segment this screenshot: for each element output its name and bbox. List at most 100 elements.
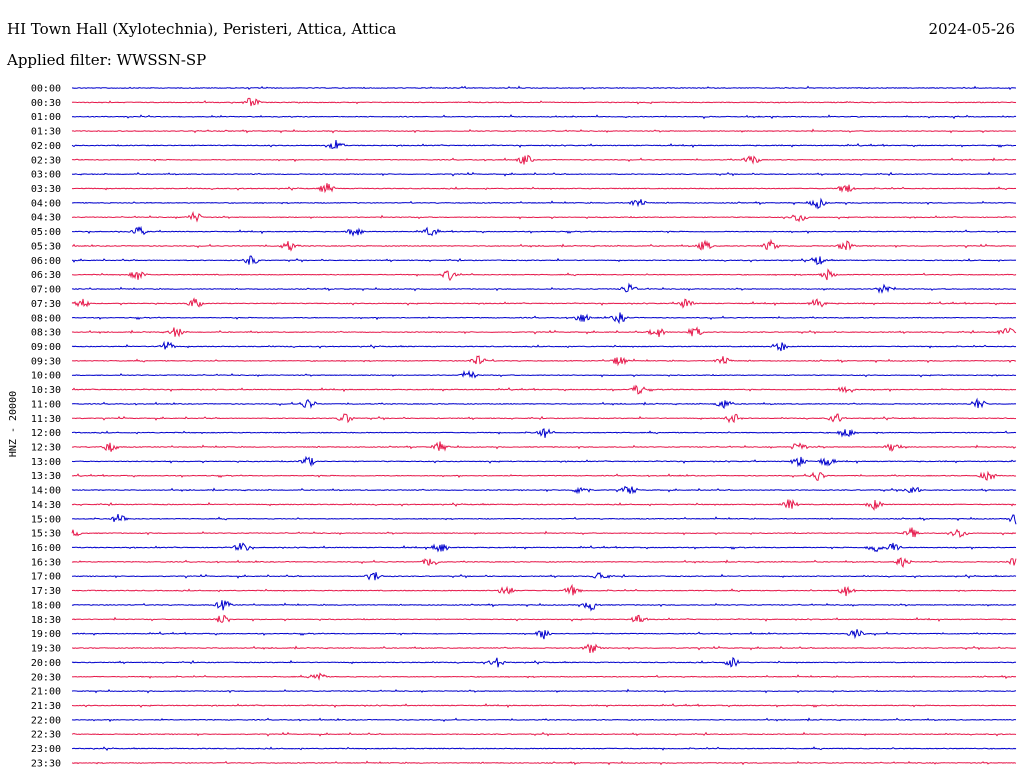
station-title: HI Town Hall (Xylotechnia), Peristeri, A…: [7, 20, 397, 38]
seismic-trace: [71, 527, 1017, 538]
seismic-trace: [71, 312, 1017, 325]
seismic-trace: [71, 542, 1017, 553]
row-time-label: 14:30: [31, 500, 61, 511]
row-time-label: 23:00: [31, 744, 61, 755]
row-time-label: 18:30: [31, 615, 61, 626]
seismic-trace: [71, 470, 1017, 481]
seismic-trace: [71, 703, 1017, 708]
row-time-label: 07:30: [31, 299, 61, 310]
row-time-label: 06:00: [31, 256, 61, 267]
seismic-trace: [71, 197, 1017, 210]
row-time-label: 19:30: [31, 644, 61, 655]
seismic-trace: [71, 441, 1017, 452]
row-time-label: 18:00: [31, 600, 61, 611]
seismic-trace: [71, 326, 1017, 338]
row-time-label: 10:00: [31, 371, 61, 382]
row-time-label: 11:00: [31, 399, 61, 410]
row-time-label: 09:30: [31, 356, 61, 367]
seismic-trace: [71, 746, 1017, 751]
row-time-label: 03:30: [31, 184, 61, 195]
row-time-label: 04:30: [31, 213, 61, 224]
seismic-trace: [71, 211, 1017, 223]
row-time-label: 08:00: [31, 313, 61, 324]
row-time-label: 08:30: [31, 328, 61, 339]
row-time-label: 01:30: [31, 127, 61, 138]
seismic-trace: [71, 282, 1017, 294]
seismic-trace: [71, 97, 1017, 107]
seismic-trace: [71, 672, 1017, 681]
seismic-trace: [71, 455, 1017, 468]
row-time-label: 02:00: [31, 141, 61, 152]
row-time-label: 09:00: [31, 342, 61, 353]
row-time-label: 20:00: [31, 658, 61, 669]
date-label: 2024-05-26: [928, 20, 1015, 38]
seismic-trace: [71, 731, 1017, 737]
seismic-trace: [71, 171, 1017, 177]
row-time-label: 04:00: [31, 198, 61, 209]
filter-label: Applied filter: WWSSN-SP: [7, 51, 207, 69]
row-time-label: 21:00: [31, 687, 61, 698]
seismic-trace: [71, 128, 1017, 134]
row-time-label: 20:30: [31, 672, 61, 683]
row-time-label: 19:00: [31, 629, 61, 640]
row-time-label: 13:00: [31, 457, 61, 468]
row-time-label: 01:00: [31, 112, 61, 123]
y-axis-label: HNZ - 20000: [8, 391, 19, 457]
row-time-label: 15:30: [31, 529, 61, 540]
row-time-label: 12:00: [31, 428, 61, 439]
row-time-label: 03:00: [31, 170, 61, 181]
row-time-label: 05:30: [31, 241, 61, 252]
seismic-trace: [71, 600, 1017, 612]
seismic-trace: [71, 428, 1017, 438]
seismic-trace: [71, 513, 1017, 525]
seismic-trace: [71, 154, 1017, 165]
seismic-trace: [71, 656, 1017, 668]
row-time-label: 16:30: [31, 557, 61, 568]
seismic-trace: [72, 572, 1017, 581]
seismic-trace: [71, 369, 1017, 379]
row-time-label: 00:00: [31, 84, 61, 95]
seismic-trace: [71, 140, 1016, 150]
seismic-trace: [72, 238, 1016, 252]
row-time-label: 10:30: [31, 385, 61, 396]
seismic-trace: [72, 255, 1017, 266]
row-time-label: 16:00: [31, 543, 61, 554]
seismic-trace: [71, 340, 1017, 352]
seismic-trace: [71, 614, 1017, 623]
row-time-label: 06:30: [31, 270, 61, 281]
seismic-trace: [71, 297, 1017, 309]
trace-rows: 00:00 00:30 01:00 01:30 02:00 02:30 03:00 03:30…: [31, 84, 1017, 769]
row-time-label: 21:30: [31, 701, 61, 712]
seismic-trace: [71, 485, 1017, 495]
seismic-trace: [71, 583, 1017, 597]
row-time-label: 14:00: [31, 486, 61, 497]
row-time-label: 22:00: [31, 715, 61, 726]
row-time-label: 22:30: [31, 730, 61, 741]
seismic-trace: [72, 225, 1017, 237]
row-time-label: 07:00: [31, 285, 61, 296]
seismic-trace: [71, 114, 1017, 120]
row-time-label: 00:30: [31, 98, 61, 109]
row-time-label: 13:30: [31, 471, 61, 482]
seismic-trace: [71, 413, 1017, 424]
seismic-trace: [71, 183, 1017, 194]
seismic-trace: [72, 384, 1017, 395]
seismic-trace: [71, 629, 1017, 640]
seismic-trace: [71, 85, 1016, 91]
seismic-trace: [71, 688, 1017, 694]
seismic-trace: [71, 268, 1017, 282]
seismic-trace: [71, 498, 1017, 511]
row-time-label: 05:00: [31, 227, 61, 238]
seismic-trace: [71, 717, 1017, 723]
row-time-label: 15:00: [31, 514, 61, 525]
row-time-label: 17:00: [31, 572, 61, 583]
seismic-trace: [71, 557, 1017, 568]
row-time-label: 12:30: [31, 443, 61, 454]
row-time-label: 23:30: [31, 758, 61, 769]
row-time-label: 11:30: [31, 414, 61, 425]
seismic-trace: [72, 643, 1017, 653]
row-time-label: 17:30: [31, 586, 61, 597]
seismic-trace: [71, 397, 1017, 410]
seismic-trace: [71, 355, 1016, 367]
